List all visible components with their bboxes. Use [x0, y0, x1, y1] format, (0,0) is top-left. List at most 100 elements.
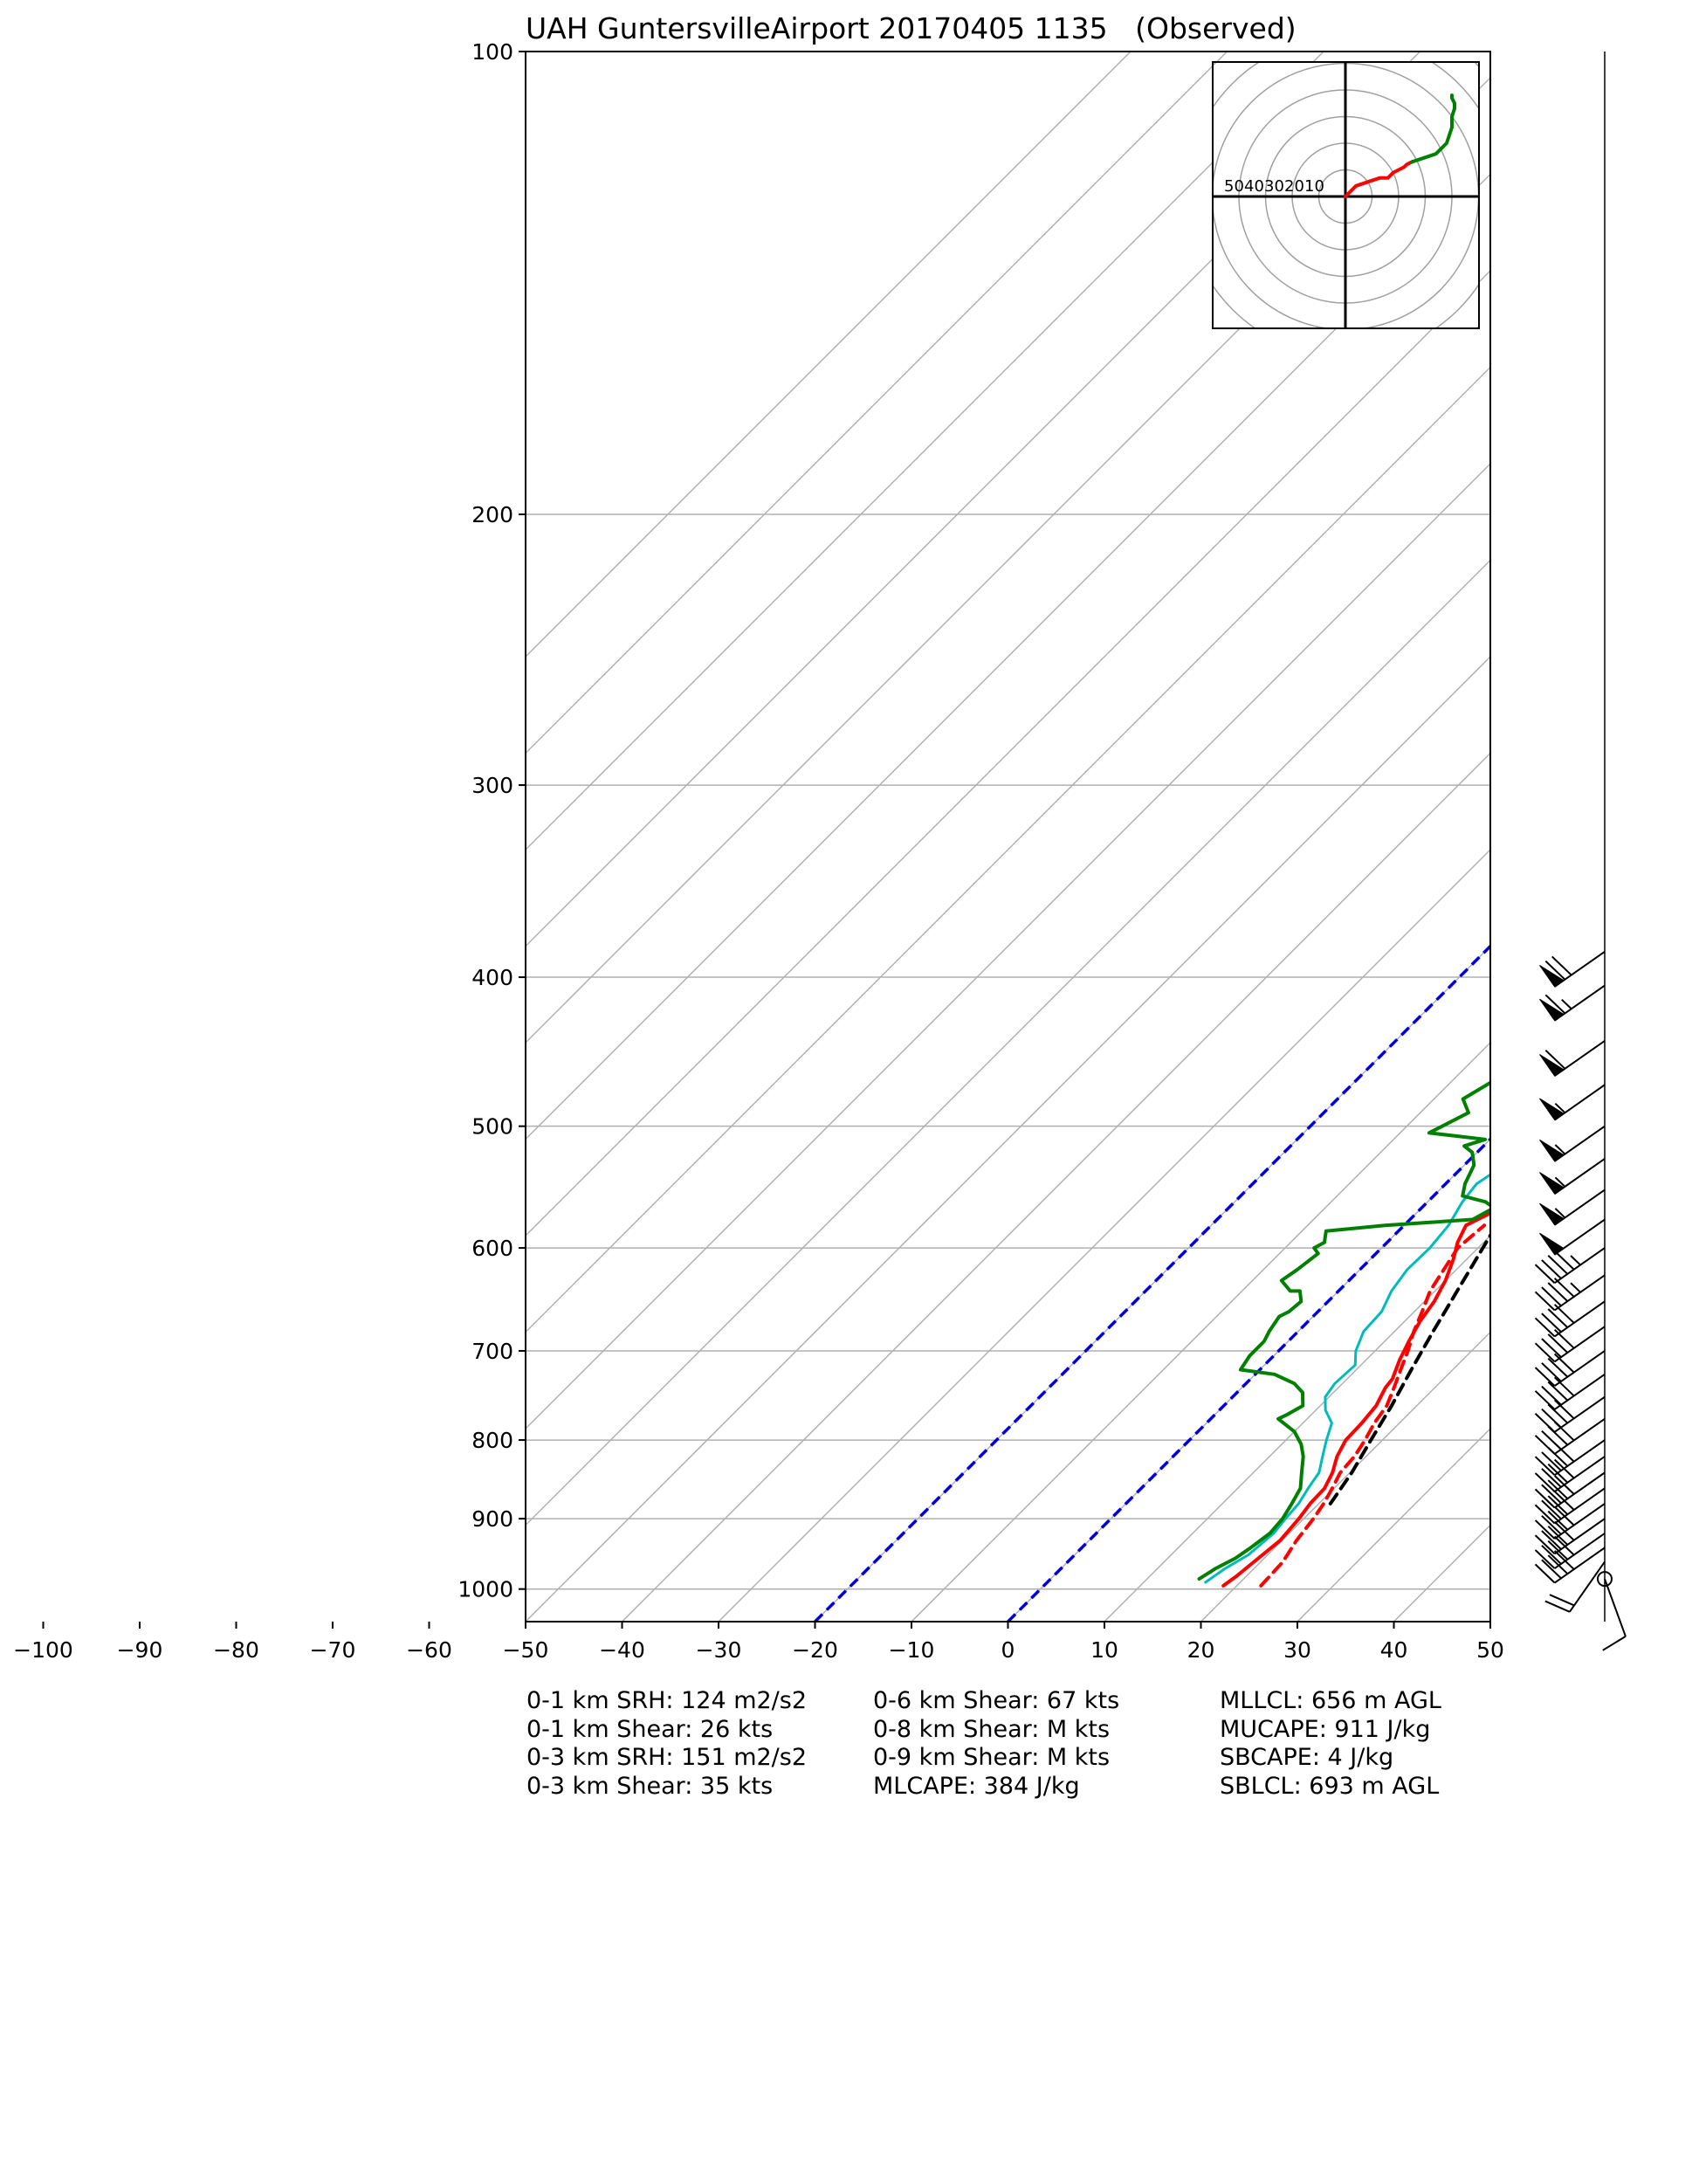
isotherm-line — [526, 52, 1132, 658]
barb-flag — [1539, 1098, 1565, 1121]
barb-full — [1553, 1278, 1575, 1298]
y-tick-label: 400 — [471, 965, 513, 990]
wind-barb — [1539, 1218, 1606, 1256]
barb-full — [1553, 1376, 1575, 1397]
barb-full — [1553, 1442, 1575, 1463]
barb-full — [1553, 1550, 1575, 1570]
barb-full — [1553, 1491, 1575, 1511]
hodograph-ring-label: 10 — [1304, 177, 1324, 196]
barb-full — [1544, 1600, 1571, 1613]
wind-barb — [1544, 1560, 1606, 1613]
stats-col2: 0-6 km Shear: 67 kts 0-8 km Shear: M kts… — [873, 1687, 1119, 1801]
barb-full — [1541, 1484, 1562, 1505]
barb-staff — [1554, 1456, 1606, 1492]
barb-full — [1553, 1328, 1575, 1349]
wind-barb — [1534, 1373, 1606, 1410]
y-tick-label: 600 — [471, 1236, 513, 1261]
wind-barb — [1534, 1439, 1606, 1477]
isotherm-line — [526, 462, 1490, 1430]
x-tick-label: −70 — [310, 1637, 356, 1663]
stat-0-6km-shear: 0-6 km Shear: 67 kts — [873, 1687, 1120, 1714]
barb-full — [1534, 1472, 1556, 1492]
barb-staff — [1554, 1300, 1606, 1338]
barb-full — [1602, 1636, 1627, 1651]
x-tick-label: −60 — [406, 1637, 452, 1663]
barb-full — [1553, 1535, 1575, 1556]
barb-full — [1534, 1317, 1556, 1338]
barb-full — [1541, 1559, 1562, 1580]
wind-barb — [1534, 1533, 1606, 1569]
y-tick-label: 300 — [471, 773, 513, 798]
isotherm-line — [718, 848, 1490, 1622]
barb-staff — [1554, 1471, 1606, 1509]
isotherm-line — [526, 52, 1228, 754]
barb-staff — [1554, 1503, 1606, 1540]
barb-full — [1534, 1342, 1556, 1363]
barb-half — [1561, 998, 1572, 1009]
barb-flag — [1539, 998, 1565, 1022]
barb-full — [1553, 1250, 1575, 1271]
stat-0-3km-srh: 0-3 km SRH: 151 m2/s2 — [526, 1744, 808, 1771]
wind-barb — [1534, 1326, 1606, 1363]
hodograph-ring-label: 20 — [1284, 177, 1304, 196]
y-tick-label: 800 — [471, 1428, 513, 1453]
barb-full — [1547, 1333, 1569, 1354]
wind-barb — [1539, 1084, 1606, 1121]
isotherm-highlight-line — [1007, 1137, 1490, 1622]
barb-full — [1534, 1264, 1556, 1284]
barb-flag — [1539, 1202, 1565, 1226]
x-tick-label: −20 — [792, 1637, 838, 1663]
barb-full — [1547, 1308, 1569, 1328]
chart-title: UAH GuntersvilleAirport 20170405 1135 (O… — [526, 11, 1297, 45]
barb-full — [1547, 1510, 1569, 1531]
barb-full — [1534, 1390, 1556, 1410]
barb-full — [1534, 1504, 1556, 1525]
isotherm-line — [1489, 1620, 1490, 1622]
barb-full — [1549, 1594, 1575, 1607]
barb-full — [1534, 1367, 1556, 1387]
barb-staff — [1604, 1578, 1627, 1637]
barb-full — [1553, 1475, 1575, 1495]
y-tick-label: 700 — [471, 1339, 513, 1364]
barb-staff — [1554, 1373, 1606, 1410]
x-tick-label: 10 — [1090, 1637, 1118, 1663]
wind-barb — [1534, 1350, 1606, 1387]
stats-col3: MLLCL: 656 m AGL MUCAPE: 911 J/kg SBCAPE… — [1220, 1687, 1441, 1801]
x-tick-label: 50 — [1476, 1637, 1504, 1663]
wind-barb — [1534, 1300, 1606, 1338]
barb-full — [1547, 1403, 1569, 1424]
stat-sblcl: SBLCL: 693 m AGL — [1220, 1772, 1440, 1800]
barb-staff — [1554, 1326, 1606, 1363]
stat-mllcl: MLLCL: 656 m AGL — [1220, 1687, 1441, 1714]
barb-full — [1547, 1479, 1569, 1499]
barb-full — [1541, 1451, 1562, 1471]
isotherm-highlight-line — [814, 944, 1490, 1622]
barb-full — [1553, 1353, 1575, 1374]
wind-barb — [1539, 984, 1606, 1022]
barb-half — [1570, 1282, 1581, 1293]
profile-line — [1221, 1210, 1490, 1588]
barb-full — [1547, 1425, 1569, 1446]
barb-full — [1541, 1338, 1562, 1358]
isotherm-line — [621, 752, 1490, 1622]
wind-barb — [1534, 1518, 1606, 1555]
barb-full — [1553, 1421, 1575, 1442]
stat-0-1km-shear: 0-1 km Shear: 26 kts — [526, 1715, 774, 1743]
stat-sbcape: SBCAPE: 4 J/kg — [1220, 1744, 1394, 1771]
wind-barb — [1534, 1471, 1606, 1509]
barb-full — [1541, 1259, 1562, 1279]
barb-full — [1547, 1357, 1569, 1378]
x-tick-label: 0 — [1001, 1637, 1015, 1663]
wind-barb — [1539, 1040, 1606, 1077]
x-tick-label: 40 — [1380, 1637, 1408, 1663]
barb-flag — [1539, 964, 1565, 988]
stat-0-9km-shear: 0-9 km Shear: M kts — [873, 1744, 1111, 1771]
x-tick-label: 30 — [1283, 1637, 1311, 1663]
barb-full — [1547, 1255, 1569, 1275]
barb-full — [1553, 1520, 1575, 1541]
barb-full — [1534, 1456, 1556, 1476]
barb-staff — [1554, 1395, 1606, 1433]
barb-full — [1544, 1049, 1566, 1070]
barb-full — [1541, 1362, 1562, 1382]
x-tick-label: −100 — [13, 1637, 73, 1663]
